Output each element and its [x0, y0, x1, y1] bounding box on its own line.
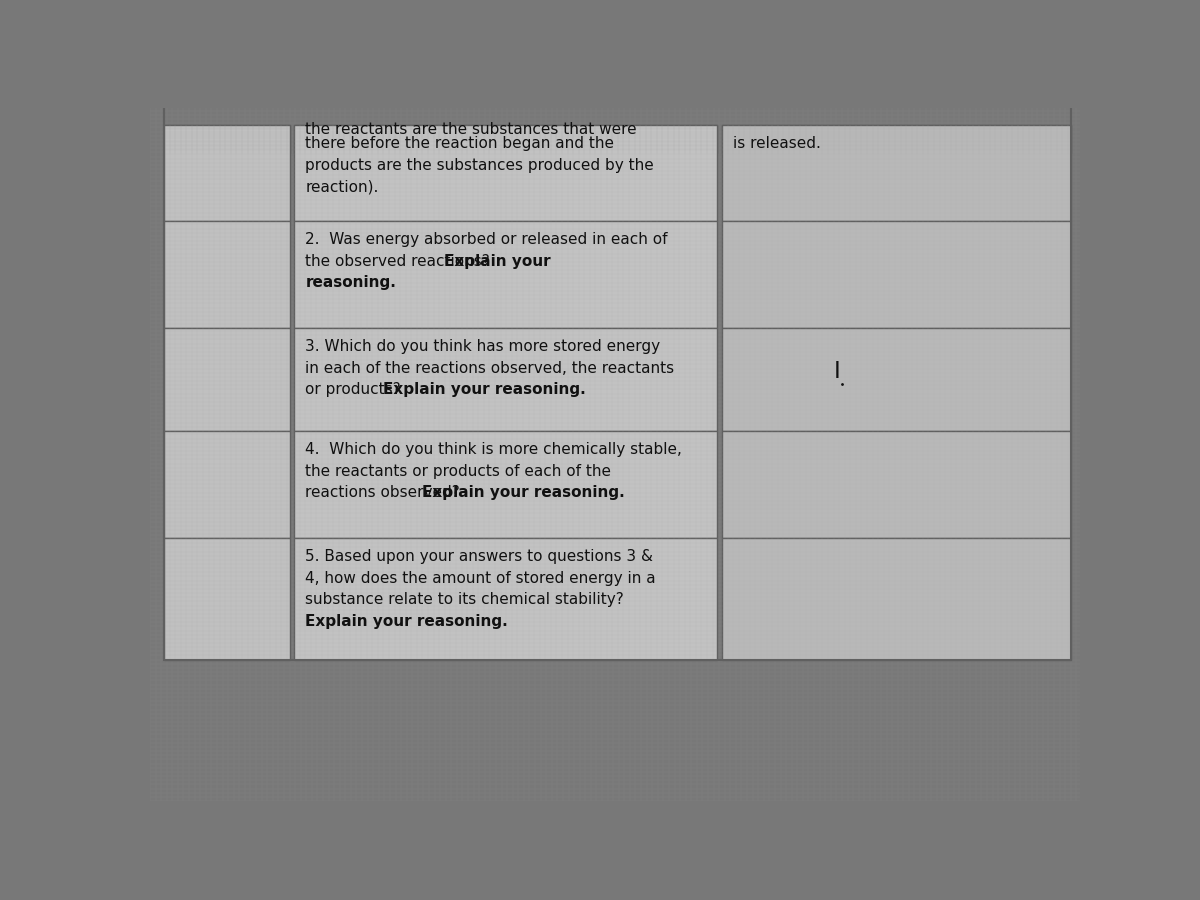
- Text: 5. Based upon your answers to questions 3 &: 5. Based upon your answers to questions …: [305, 549, 653, 564]
- Text: 4.  Which do you think is more chemically stable,: 4. Which do you think is more chemically…: [305, 442, 682, 457]
- Text: 3. Which do you think has more stored energy: 3. Which do you think has more stored en…: [305, 339, 660, 355]
- Bar: [294, 125, 718, 153]
- Text: or products?: or products?: [305, 382, 410, 398]
- Bar: [164, 125, 289, 221]
- Text: Explain your: Explain your: [444, 254, 551, 268]
- Bar: [722, 125, 1070, 221]
- Text: products are the substances produced by the: products are the substances produced by …: [305, 158, 654, 173]
- Bar: [722, 221, 1070, 328]
- Bar: [294, 125, 718, 221]
- Bar: [722, 431, 1070, 538]
- Text: 4, how does the amount of stored energy in a: 4, how does the amount of stored energy …: [305, 571, 656, 586]
- Bar: [164, 125, 289, 153]
- Text: the reactants or products of each of the: the reactants or products of each of the: [305, 464, 611, 479]
- Bar: [294, 538, 718, 660]
- Bar: [164, 221, 289, 328]
- Bar: [722, 538, 1070, 660]
- Bar: [164, 97, 1070, 660]
- Bar: [722, 328, 1070, 431]
- Text: Explain your reasoning.: Explain your reasoning.: [421, 485, 624, 500]
- Text: in each of the reactions observed, the reactants: in each of the reactions observed, the r…: [305, 361, 674, 376]
- Bar: [294, 221, 718, 328]
- Text: there before the reaction began and the: there before the reaction began and the: [305, 137, 614, 151]
- Text: the observed reactions?: the observed reactions?: [305, 254, 500, 268]
- Text: Explain your reasoning.: Explain your reasoning.: [383, 382, 586, 398]
- Bar: [164, 538, 289, 660]
- Bar: [164, 328, 289, 431]
- Text: the reactants are the substances that were: the reactants are the substances that we…: [305, 122, 637, 137]
- Bar: [722, 125, 1070, 153]
- Text: substance relate to its chemical stability?: substance relate to its chemical stabili…: [305, 592, 624, 608]
- Text: I: I: [834, 360, 840, 383]
- Text: reaction).: reaction).: [305, 179, 379, 194]
- Text: 2.  Was energy absorbed or released in each of: 2. Was energy absorbed or released in ea…: [305, 232, 668, 247]
- Bar: [294, 431, 718, 538]
- Bar: [294, 328, 718, 431]
- Text: Explain your reasoning.: Explain your reasoning.: [305, 614, 508, 629]
- Bar: [164, 431, 289, 538]
- Text: reasoning.: reasoning.: [305, 275, 396, 290]
- Text: is released.: is released.: [733, 137, 821, 151]
- Text: reactions observed?: reactions observed?: [305, 485, 470, 500]
